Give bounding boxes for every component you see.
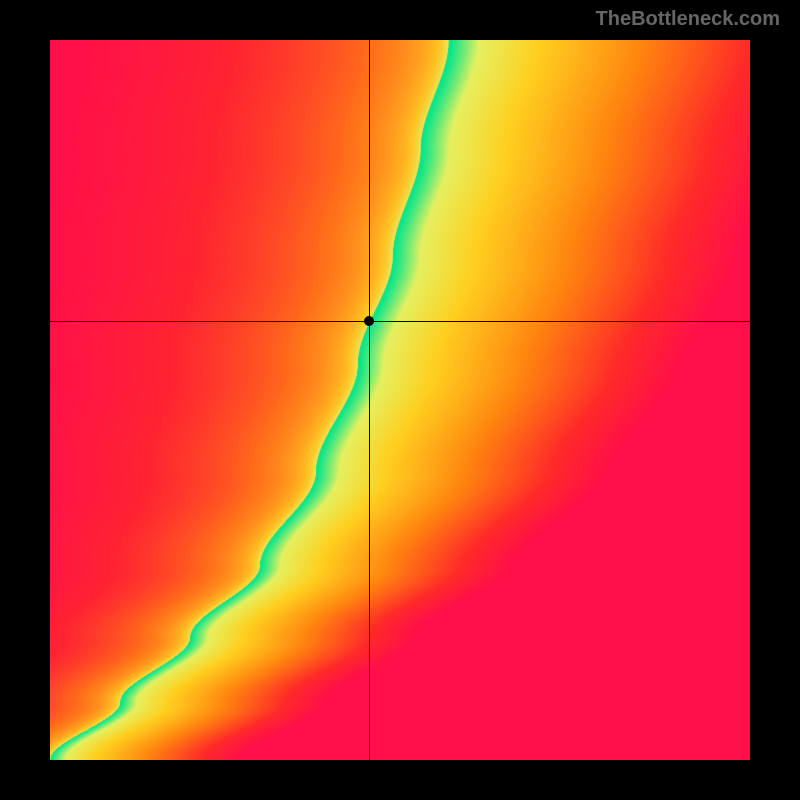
watermark-text: TheBottleneck.com bbox=[596, 8, 780, 31]
crosshair-horizontal bbox=[50, 321, 750, 322]
heatmap-plot bbox=[50, 40, 750, 760]
heatmap-canvas bbox=[50, 40, 750, 760]
crosshair-vertical bbox=[369, 40, 370, 760]
chart-container: TheBottleneck.com bbox=[0, 0, 800, 800]
marker-dot bbox=[364, 316, 374, 326]
